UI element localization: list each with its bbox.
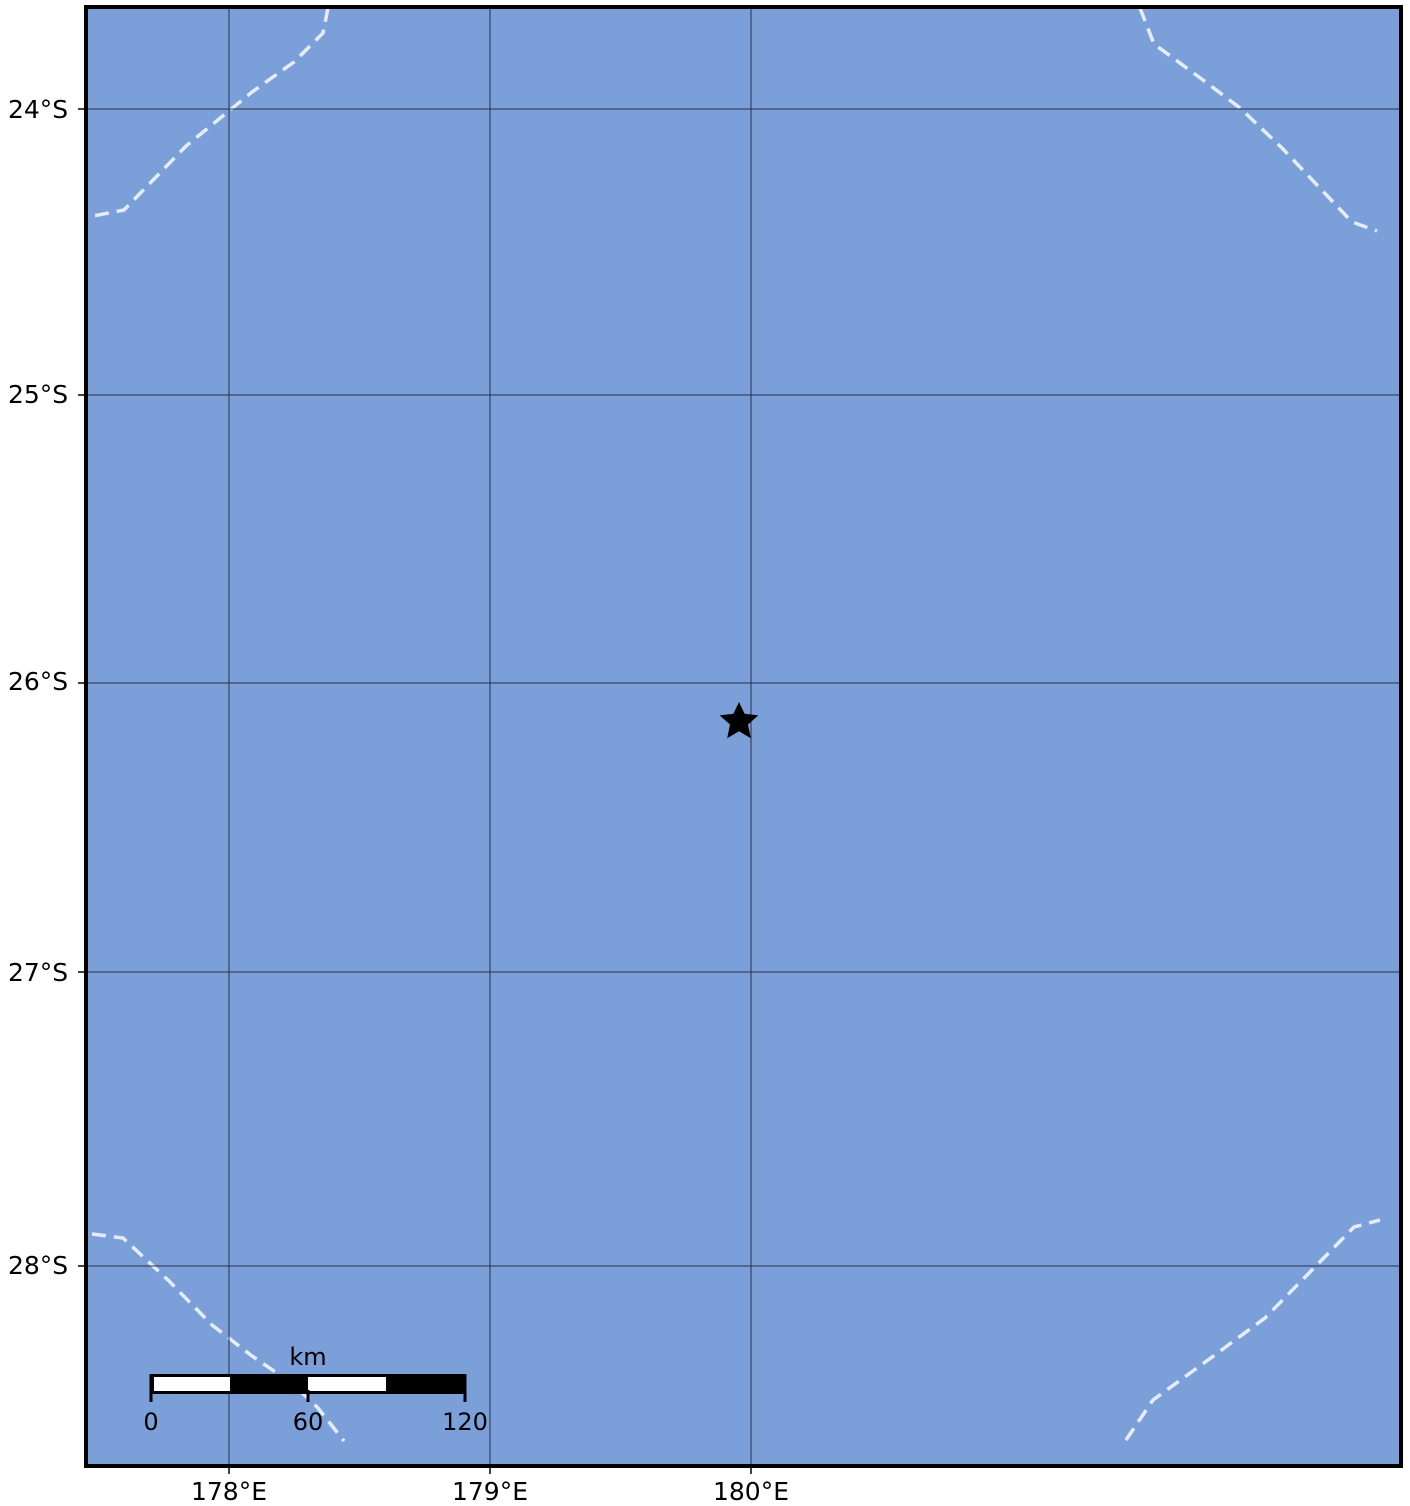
scale-bar-unit: km — [289, 1343, 326, 1371]
lat-label-27s: 27°S — [8, 958, 68, 987]
lon-label-179e: 179°E — [452, 1477, 528, 1506]
graticule — [86, 7, 1401, 1466]
boundary-line-bottom-right — [1124, 1218, 1381, 1441]
scale-bar-label-60: 60 — [293, 1408, 324, 1436]
scale-bar-label-120: 120 — [442, 1408, 488, 1436]
lon-labels: 178°E 179°E 180°E — [191, 1477, 789, 1506]
lat-label-24s: 24°S — [8, 95, 68, 124]
boundary-lines — [87, 7, 1381, 1443]
star-icon — [719, 702, 759, 739]
lat-labels: 24°S 25°S 26°S 27°S 28°S — [8, 95, 68, 1280]
lon-label-178e: 178°E — [191, 1477, 267, 1506]
ocean-area — [86, 7, 1401, 1466]
scale-bar-label-0: 0 — [143, 1408, 158, 1436]
boundary-line-bottom-left — [91, 1232, 346, 1443]
lat-label-25s: 25°S — [8, 380, 68, 409]
scale-bar-segment-1 — [154, 1377, 230, 1391]
boundary-line-top-left — [87, 7, 330, 219]
scale-bar: km 0 60 120 — [143, 1343, 488, 1436]
boundary-line-top-right — [1138, 7, 1378, 233]
scale-bar-segment-3 — [308, 1377, 386, 1391]
lon-label-180e: 180°E — [713, 1477, 789, 1506]
lat-label-28s: 28°S — [8, 1251, 68, 1280]
map-frame — [84, 5, 1403, 1468]
lat-label-26s: 26°S — [8, 667, 68, 696]
